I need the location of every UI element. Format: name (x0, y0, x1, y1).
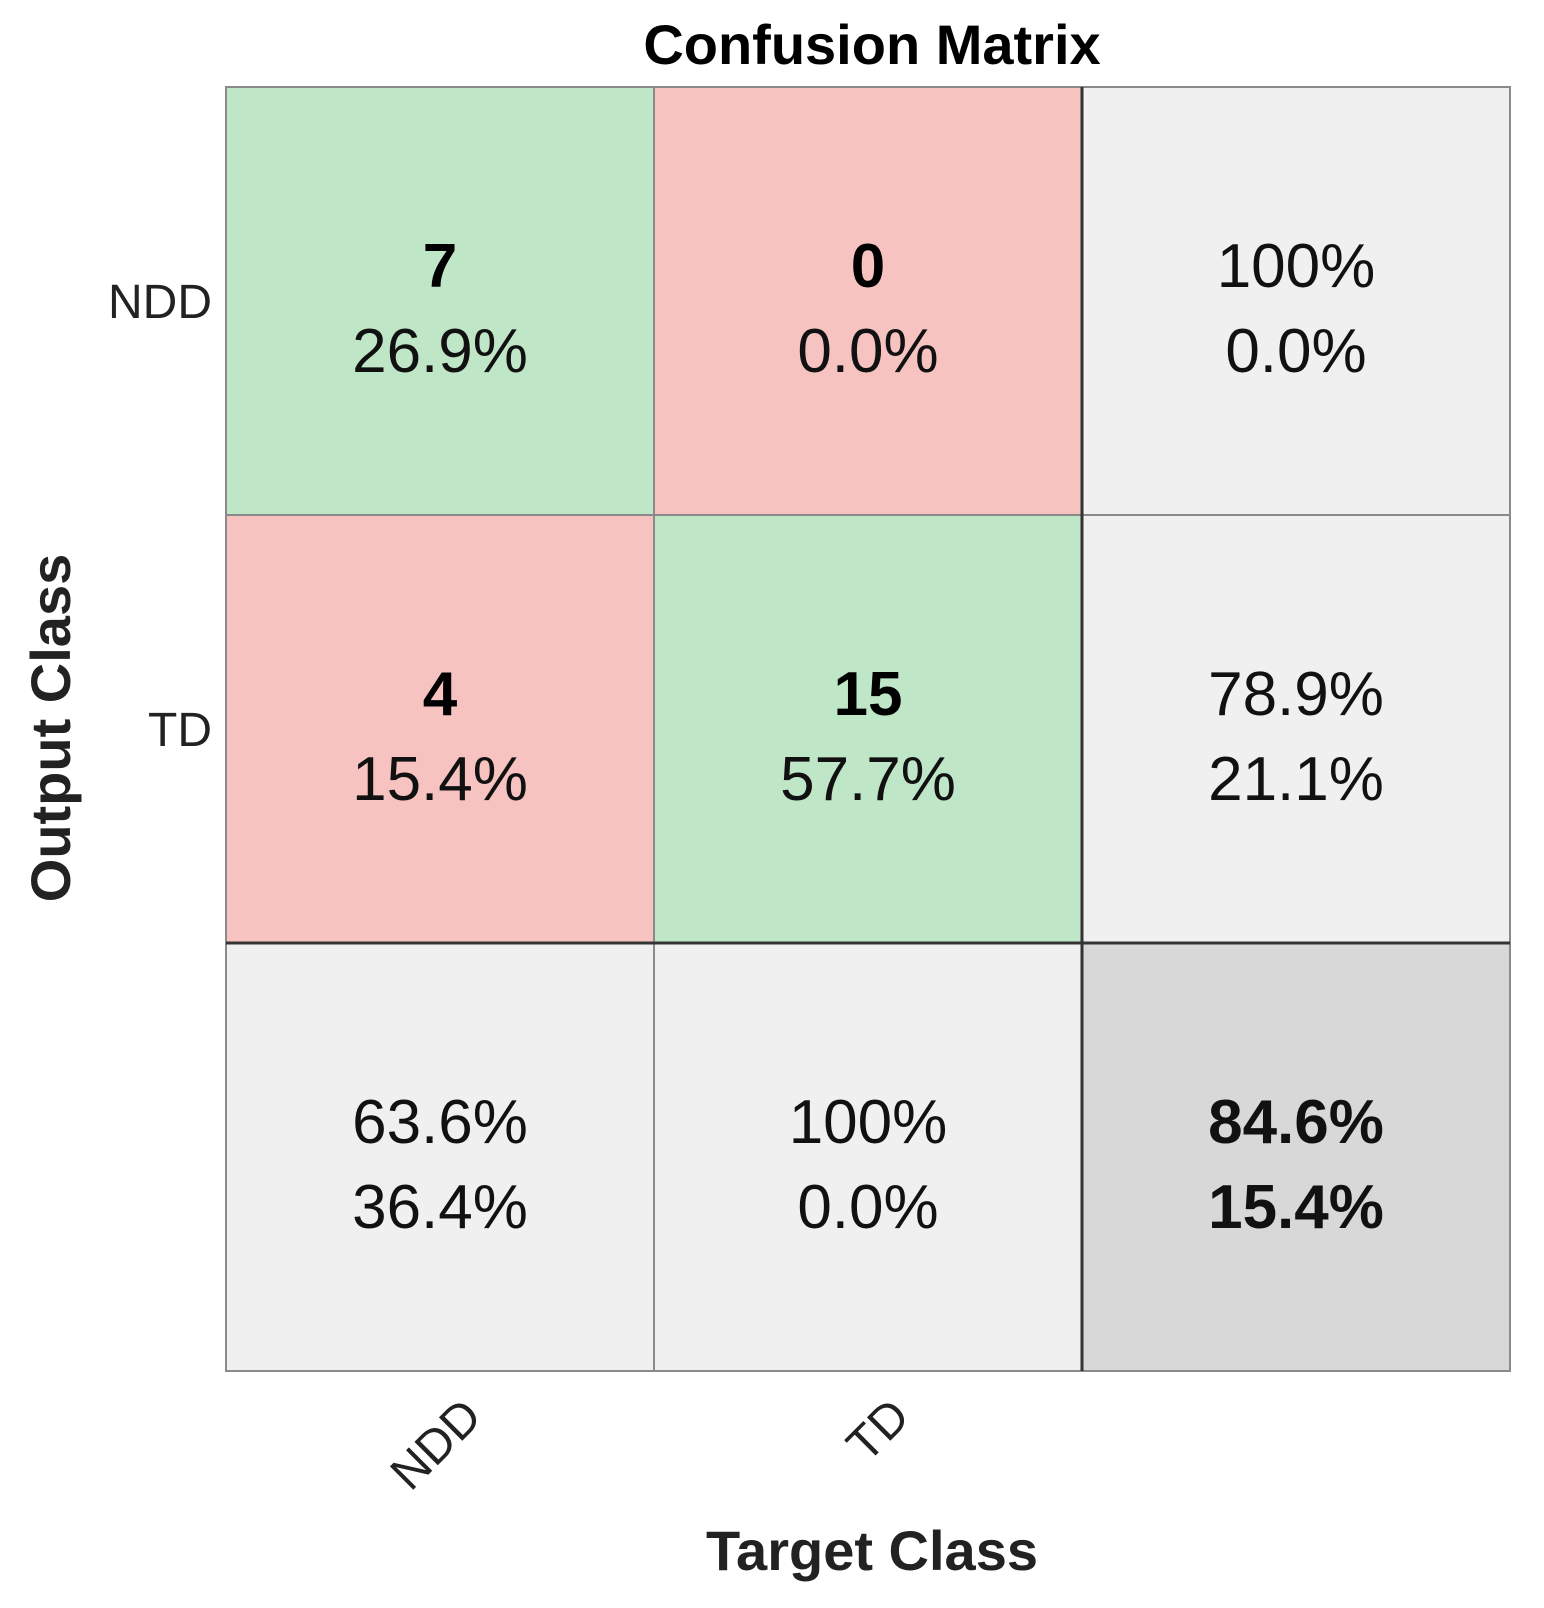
matrix-cell-background (653, 86, 1083, 516)
cell-count: 15 (834, 660, 903, 729)
y-axis-label: Output Class (19, 554, 82, 902)
summary-correct-percent: 84.6% (1208, 1088, 1384, 1157)
cell-percent: 0.0% (797, 317, 938, 386)
cell-count: 7 (423, 232, 457, 301)
x-tick-labels: NDD TD (381, 1389, 920, 1500)
matrix-cell: 15 57.7% (653, 514, 1083, 944)
cell-count: 4 (423, 660, 458, 729)
matrix-cell: 0 0.0% (653, 86, 1083, 516)
matrix-cell: 4 15.4% (225, 514, 655, 944)
summary-correct-percent: 63.6% (352, 1088, 528, 1157)
matrix-cell-background (225, 514, 655, 944)
summary-incorrect-percent: 15.4% (1208, 1173, 1384, 1242)
matrix-cell-background (225, 86, 655, 516)
summary-incorrect-percent: 21.1% (1208, 745, 1384, 814)
cell-percent: 26.9% (352, 317, 528, 386)
column-summary-cell: 63.6% 36.4% (225, 942, 655, 1372)
row-summary-cell-background (1081, 514, 1511, 944)
cell-percent: 57.7% (780, 745, 956, 814)
row-summary-cell-background (1081, 86, 1511, 516)
summary-correct-percent: 100% (1217, 232, 1376, 301)
matrix-cell-background (653, 514, 1083, 944)
cell-percent: 15.4% (352, 745, 528, 814)
summary-incorrect-percent: 36.4% (352, 1173, 528, 1242)
cell-count: 0 (851, 232, 885, 301)
x-axis-label: Target Class (706, 1519, 1038, 1582)
summary-incorrect-percent: 0.0% (1225, 317, 1366, 386)
summary-correct-percent: 78.9% (1208, 660, 1384, 729)
column-summary-cell: 100% 0.0% (653, 942, 1083, 1372)
column-summary-cell-background (225, 942, 655, 1372)
matrix-grid: 7 26.9% 0 0.0% 100% 0.0% 4 15.4% 15 57.7% 78.9% 21.… (225, 86, 1511, 1372)
y-tick-label: TD (148, 704, 212, 757)
summary-incorrect-percent: 0.0% (797, 1173, 938, 1242)
summary-correct-percent: 100% (789, 1088, 948, 1157)
column-summary-cell-background (653, 942, 1083, 1372)
y-tick-labels: NDD TD (108, 276, 212, 757)
chart-title: Confusion Matrix (643, 13, 1100, 76)
overall-accuracy-cell-background (1081, 942, 1511, 1372)
x-tick-label: TD (837, 1389, 920, 1472)
row-summary-cell: 78.9% 21.1% (1081, 514, 1511, 944)
row-summary-cell: 100% 0.0% (1081, 86, 1511, 516)
matrix-cell: 7 26.9% (225, 86, 655, 516)
x-tick-label: NDD (381, 1389, 492, 1500)
overall-accuracy-cell: 84.6% 15.4% (1081, 942, 1511, 1372)
y-tick-label: NDD (108, 276, 212, 329)
